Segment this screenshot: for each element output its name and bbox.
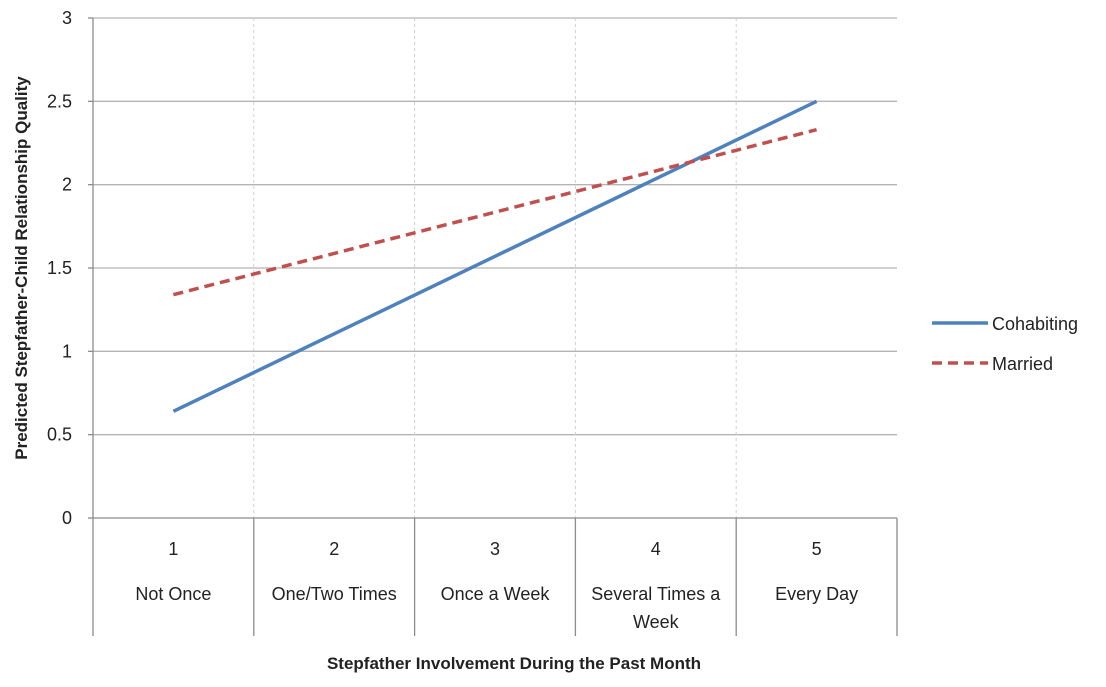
x-category-number: 4 xyxy=(651,539,661,559)
y-axis-title: Predicted Stepfather-Child Relationship … xyxy=(12,76,31,460)
y-tick-label: 0 xyxy=(62,508,72,528)
x-category-label: Every Day xyxy=(775,584,858,604)
y-tick-label: 1 xyxy=(62,341,72,361)
axes xyxy=(88,17,898,636)
x-axis-title: Stepfather Involvement During the Past M… xyxy=(327,654,701,673)
legend-label: Married xyxy=(992,354,1053,374)
x-category-label: Once a Week xyxy=(441,584,551,604)
y-tick-labels: 0 0.5 1 1.5 2 2.5 3 xyxy=(47,8,72,528)
x-category-number: 2 xyxy=(329,539,339,559)
x-category-labels: 1 Not Once 2 One/Two Times 3 Once a Week 4 Seve… xyxy=(135,539,858,632)
legend: Cohabiting Married xyxy=(932,314,1078,374)
x-category-number: 1 xyxy=(168,539,178,559)
series-line-married xyxy=(172,127,818,297)
y-tick-label: 3 xyxy=(62,8,72,28)
y-tick-label: 1.5 xyxy=(47,258,72,278)
grid xyxy=(93,17,897,518)
legend-label: Cohabiting xyxy=(992,314,1078,334)
x-category-label: Several Times a xyxy=(591,584,721,604)
x-category-number: 5 xyxy=(812,539,822,559)
y-tick-label: 0.5 xyxy=(47,425,72,445)
y-tick-label: 2 xyxy=(62,175,72,195)
series-line-cohabiting xyxy=(172,99,818,413)
x-category-label: One/Two Times xyxy=(272,584,397,604)
x-category-label: Not Once xyxy=(135,584,211,604)
series-lines xyxy=(172,99,818,413)
y-tick-label: 2.5 xyxy=(47,91,72,111)
x-category-label: Week xyxy=(633,612,680,632)
x-category-number: 3 xyxy=(490,539,500,559)
